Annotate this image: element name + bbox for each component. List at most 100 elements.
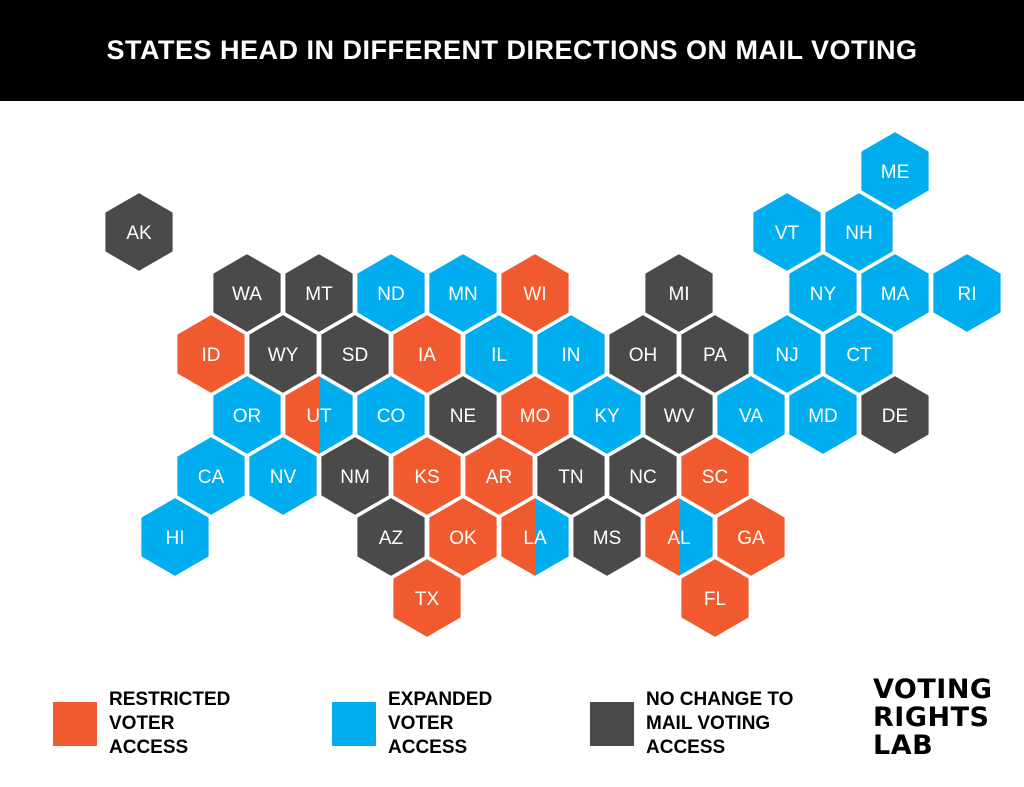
state-hex-ok: OK bbox=[427, 495, 499, 579]
state-hex-ia: IA bbox=[391, 312, 463, 396]
state-hex-ky-shape bbox=[571, 373, 643, 457]
legend-label-no-change: NO CHANGE TO MAIL VOTING ACCESS bbox=[646, 689, 794, 758]
state-label-wa: WA bbox=[232, 284, 262, 305]
state-label-nv: NV bbox=[270, 467, 297, 488]
state-hex-ne-shape bbox=[427, 373, 499, 457]
state-hex-mn-shape bbox=[427, 251, 499, 335]
state-label-ut: UT bbox=[306, 406, 332, 427]
state-label-va: VA bbox=[739, 406, 763, 427]
legend-no-change: NO CHANGE TO MAIL VOTING ACCESS bbox=[590, 688, 793, 760]
legend-swatch-expanded bbox=[332, 702, 376, 746]
state-hex-tx-shape bbox=[391, 556, 463, 640]
state-hex-ct-shape bbox=[823, 312, 895, 396]
state-hex-nd-shape bbox=[355, 251, 427, 335]
state-label-oh: OH bbox=[629, 345, 658, 366]
state-hex-or: OR bbox=[211, 373, 283, 457]
state-hex-me: ME bbox=[859, 129, 931, 213]
state-hex-sd-shape bbox=[319, 312, 391, 396]
state-label-ct: CT bbox=[846, 345, 872, 366]
state-hex-fl-shape bbox=[679, 556, 751, 640]
state-hex-ak-shape bbox=[103, 190, 175, 274]
state-label-nd: ND bbox=[377, 284, 404, 305]
state-hex-id: ID bbox=[175, 312, 247, 396]
state-hex-id-shape bbox=[175, 312, 247, 396]
state-hex-in-shape bbox=[535, 312, 607, 396]
state-hex-tn-shape bbox=[535, 434, 607, 518]
state-hex-mn: MN bbox=[427, 251, 499, 335]
state-hex-vt: VT bbox=[751, 190, 823, 274]
state-hex-ok-shape bbox=[427, 495, 499, 579]
state-hex-sc: SC bbox=[679, 434, 751, 518]
state-label-fl: FL bbox=[704, 589, 726, 610]
state-label-md: MD bbox=[808, 406, 838, 427]
state-hex-ne: NE bbox=[427, 373, 499, 457]
state-hex-wi: WI bbox=[499, 251, 571, 335]
title-bar: STATES HEAD IN DIFFERENT DIRECTIONS ON M… bbox=[0, 0, 1024, 101]
state-hex-ct: CT bbox=[823, 312, 895, 396]
state-hex-nv-shape bbox=[247, 434, 319, 518]
state-label-nc: NC bbox=[629, 467, 656, 488]
state-hex-co-shape bbox=[355, 373, 427, 457]
state-label-ga: GA bbox=[737, 528, 765, 549]
state-hex-ca: CA bbox=[175, 434, 247, 518]
state-hex-ma-shape bbox=[859, 251, 931, 335]
state-hex-me-shape bbox=[859, 129, 931, 213]
state-hex-oh: OH bbox=[607, 312, 679, 396]
state-hex-oh-shape bbox=[607, 312, 679, 396]
state-label-tx: TX bbox=[415, 589, 440, 610]
state-hex-ks-shape bbox=[391, 434, 463, 518]
state-hex-hi-shape bbox=[139, 495, 211, 579]
state-hex-wa-shape bbox=[211, 251, 283, 335]
state-hex-mo-shape bbox=[499, 373, 571, 457]
state-hex-ny-shape bbox=[787, 251, 859, 335]
state-hex-mt-shape bbox=[283, 251, 355, 335]
state-label-co: CO bbox=[377, 406, 406, 427]
state-hex-mt: MT bbox=[283, 251, 355, 335]
legend-restricted: RESTRICTED VOTER ACCESS bbox=[53, 688, 230, 760]
state-label-nh: NH bbox=[845, 223, 872, 244]
state-hex-pa-shape bbox=[679, 312, 751, 396]
state-label-nm: NM bbox=[340, 467, 370, 488]
state-hex-nm: NM bbox=[319, 434, 391, 518]
state-label-mt: MT bbox=[305, 284, 333, 305]
state-hex-nh-shape bbox=[823, 190, 895, 274]
state-label-ok: OK bbox=[449, 528, 477, 549]
state-label-mo: MO bbox=[520, 406, 551, 427]
state-hex-ms-shape bbox=[571, 495, 643, 579]
state-label-me: ME bbox=[881, 162, 910, 183]
state-hex-va-shape bbox=[715, 373, 787, 457]
state-hex-or-shape bbox=[211, 373, 283, 457]
state-label-il: IL bbox=[491, 345, 507, 366]
state-label-ma: MA bbox=[881, 284, 910, 305]
state-hex-ar-shape bbox=[463, 434, 535, 518]
state-label-tn: TN bbox=[558, 467, 583, 488]
state-hex-al-outline bbox=[643, 495, 715, 579]
state-label-ia: IA bbox=[418, 345, 436, 366]
state-hex-mi-shape bbox=[643, 251, 715, 335]
state-hex-ak: AK bbox=[103, 190, 175, 274]
state-hex-nv: NV bbox=[247, 434, 319, 518]
state-hex-nc: NC bbox=[607, 434, 679, 518]
state-label-az: AZ bbox=[379, 528, 404, 549]
state-label-ak: AK bbox=[126, 223, 152, 244]
legend-expanded: EXPANDED VOTER ACCESS bbox=[332, 688, 492, 760]
state-hex-ia-shape bbox=[391, 312, 463, 396]
state-hex-vt-shape bbox=[751, 190, 823, 274]
state-label-al: AL bbox=[667, 528, 690, 549]
state-label-ny: NY bbox=[810, 284, 837, 305]
state-hex-ga: GA bbox=[715, 495, 787, 579]
state-label-id: ID bbox=[202, 345, 221, 366]
state-hex-ky: KY bbox=[571, 373, 643, 457]
state-hex-ma: MA bbox=[859, 251, 931, 335]
state-hex-in: IN bbox=[535, 312, 607, 396]
state-label-ky: KY bbox=[594, 406, 620, 427]
state-hex-ri-shape bbox=[931, 251, 1003, 335]
state-label-ne: NE bbox=[450, 406, 476, 427]
state-hex-wv-shape bbox=[643, 373, 715, 457]
state-hex-sd: SD bbox=[319, 312, 391, 396]
state-label-in: IN bbox=[562, 345, 581, 366]
state-hex-ga-shape bbox=[715, 495, 787, 579]
state-hex-ri: RI bbox=[931, 251, 1003, 335]
state-label-ks: KS bbox=[414, 467, 439, 488]
state-hex-nd: ND bbox=[355, 251, 427, 335]
